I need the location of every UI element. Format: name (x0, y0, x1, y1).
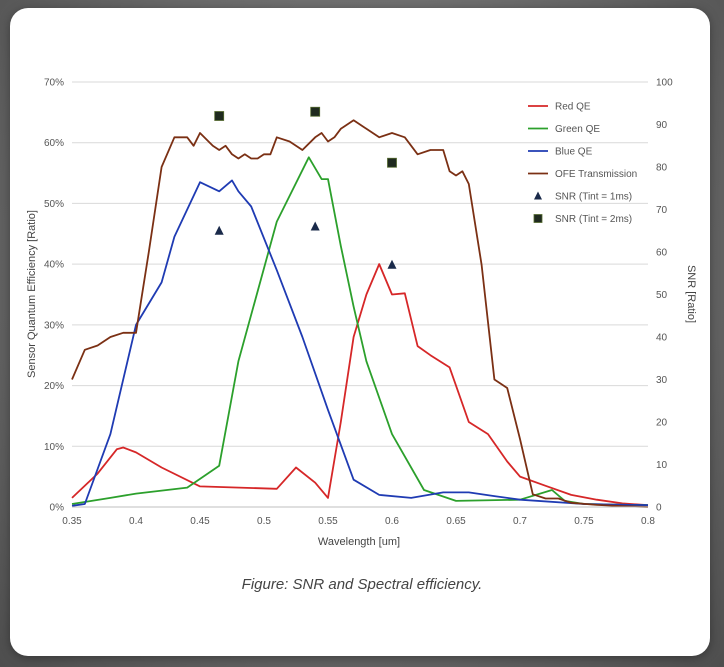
y-right-tick-label: 0 (656, 503, 662, 514)
y-left-tick-label: 30% (44, 320, 64, 331)
y-right-tick-label: 50 (656, 290, 668, 301)
legend-entry: SNR (Tint = 1ms) (555, 192, 632, 203)
snr-2ms-point (387, 157, 397, 168)
series-line-ofe-transmission (71, 119, 649, 508)
x-tick-label: 0.75 (574, 516, 594, 527)
y-right-tick-label: 40 (656, 333, 668, 344)
y-left-tick-label: 0% (50, 503, 65, 514)
snr-1ms-point (387, 259, 397, 269)
legend-entry: Green QE (555, 124, 600, 135)
y-right-tick-label: 90 (656, 120, 668, 131)
x-tick-label: 0.5 (257, 516, 271, 527)
snr-1ms-point (214, 225, 224, 235)
y-right-tick-label: 20 (656, 418, 668, 429)
x-tick-label: 0.4 (129, 516, 143, 527)
legend-entry: SNR (Tint = 2ms) (555, 214, 632, 225)
series-line-green-qe (71, 156, 649, 507)
y-axis-right-label: SNR [Ratio] (685, 265, 697, 323)
x-tick-label: 0.45 (190, 516, 210, 527)
y-left-tick-label: 70% (44, 78, 64, 89)
y-left-tick-label: 60% (44, 138, 64, 149)
y-right-tick-label: 10 (656, 460, 668, 471)
snr-2ms-point (214, 111, 225, 121)
snr-2ms-point (310, 106, 321, 117)
x-axis-label: Wavelength [um] (318, 536, 400, 548)
series-line-blue-qe (71, 179, 649, 507)
y-left-tick-label: 40% (44, 260, 64, 271)
legend-swatch (533, 214, 543, 223)
x-tick-label: 0.8 (641, 516, 655, 527)
y-right-tick-label: 30 (656, 375, 668, 386)
snr-1ms-point (310, 221, 320, 231)
legend-entry: OFE Transmission (555, 169, 637, 180)
y-left-tick-label: 50% (44, 199, 64, 210)
x-tick-label: 0.65 (446, 516, 466, 527)
x-tick-label: 0.35 (62, 516, 82, 527)
x-tick-label: 0.6 (385, 516, 399, 527)
y-right-tick-label: 70 (656, 205, 668, 216)
series-line-red-qe (71, 263, 649, 507)
y-right-tick-label: 60 (656, 248, 668, 259)
x-tick-label: 0.55 (318, 516, 338, 527)
legend-entry: Blue QE (555, 147, 593, 158)
legend-swatch (534, 191, 542, 200)
y-right-tick-label: 100 (656, 78, 673, 89)
y-axis-left-label: Sensor Quantum Efficiency [Ratio] (26, 210, 38, 378)
figure-caption: Figure: SNR and Spectral efficiency. (241, 576, 483, 593)
y-left-tick-label: 20% (44, 381, 64, 392)
y-left-tick-label: 10% (44, 442, 64, 453)
y-right-tick-label: 80 (656, 163, 668, 174)
legend-entry: Red QE (555, 102, 591, 113)
x-tick-label: 0.7 (513, 516, 527, 527)
